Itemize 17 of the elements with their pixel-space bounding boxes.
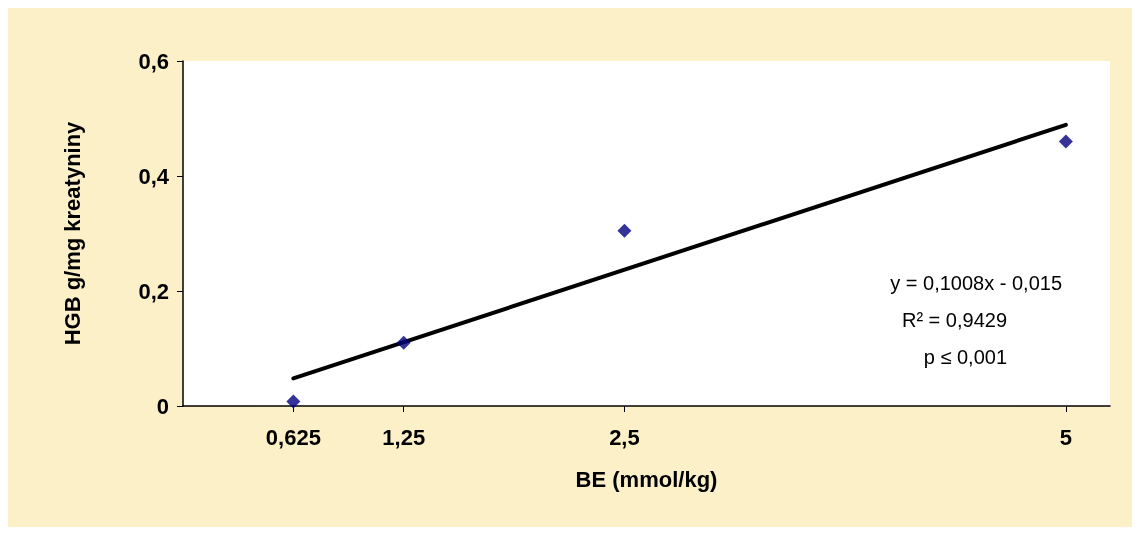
- point: [286, 394, 301, 409]
- x-tick-label: 2,5: [609, 424, 640, 450]
- y-tick-label: 0,6: [138, 48, 169, 74]
- y-tick-label: 0: [156, 393, 169, 419]
- x-tick-label: 0,625: [265, 424, 321, 450]
- x-tick-label: 5: [1059, 424, 1072, 450]
- y-axis-title: HGB g/mg kreatyniny: [59, 120, 85, 346]
- x-tick-label: 1,25: [382, 424, 426, 450]
- annotation: p ≤ 0,001: [923, 346, 1007, 368]
- y-tick-label: 0,4: [138, 163, 170, 189]
- point: [617, 223, 632, 238]
- x-axis-title: BE (mmol/kg): [575, 466, 718, 492]
- point: [396, 335, 411, 350]
- annotation: R² = 0,9429: [901, 309, 1007, 331]
- point: [1058, 134, 1073, 149]
- annotation: y = 0,1008x - 0,015: [890, 272, 1062, 294]
- y-tick-label: 0,2: [138, 278, 169, 304]
